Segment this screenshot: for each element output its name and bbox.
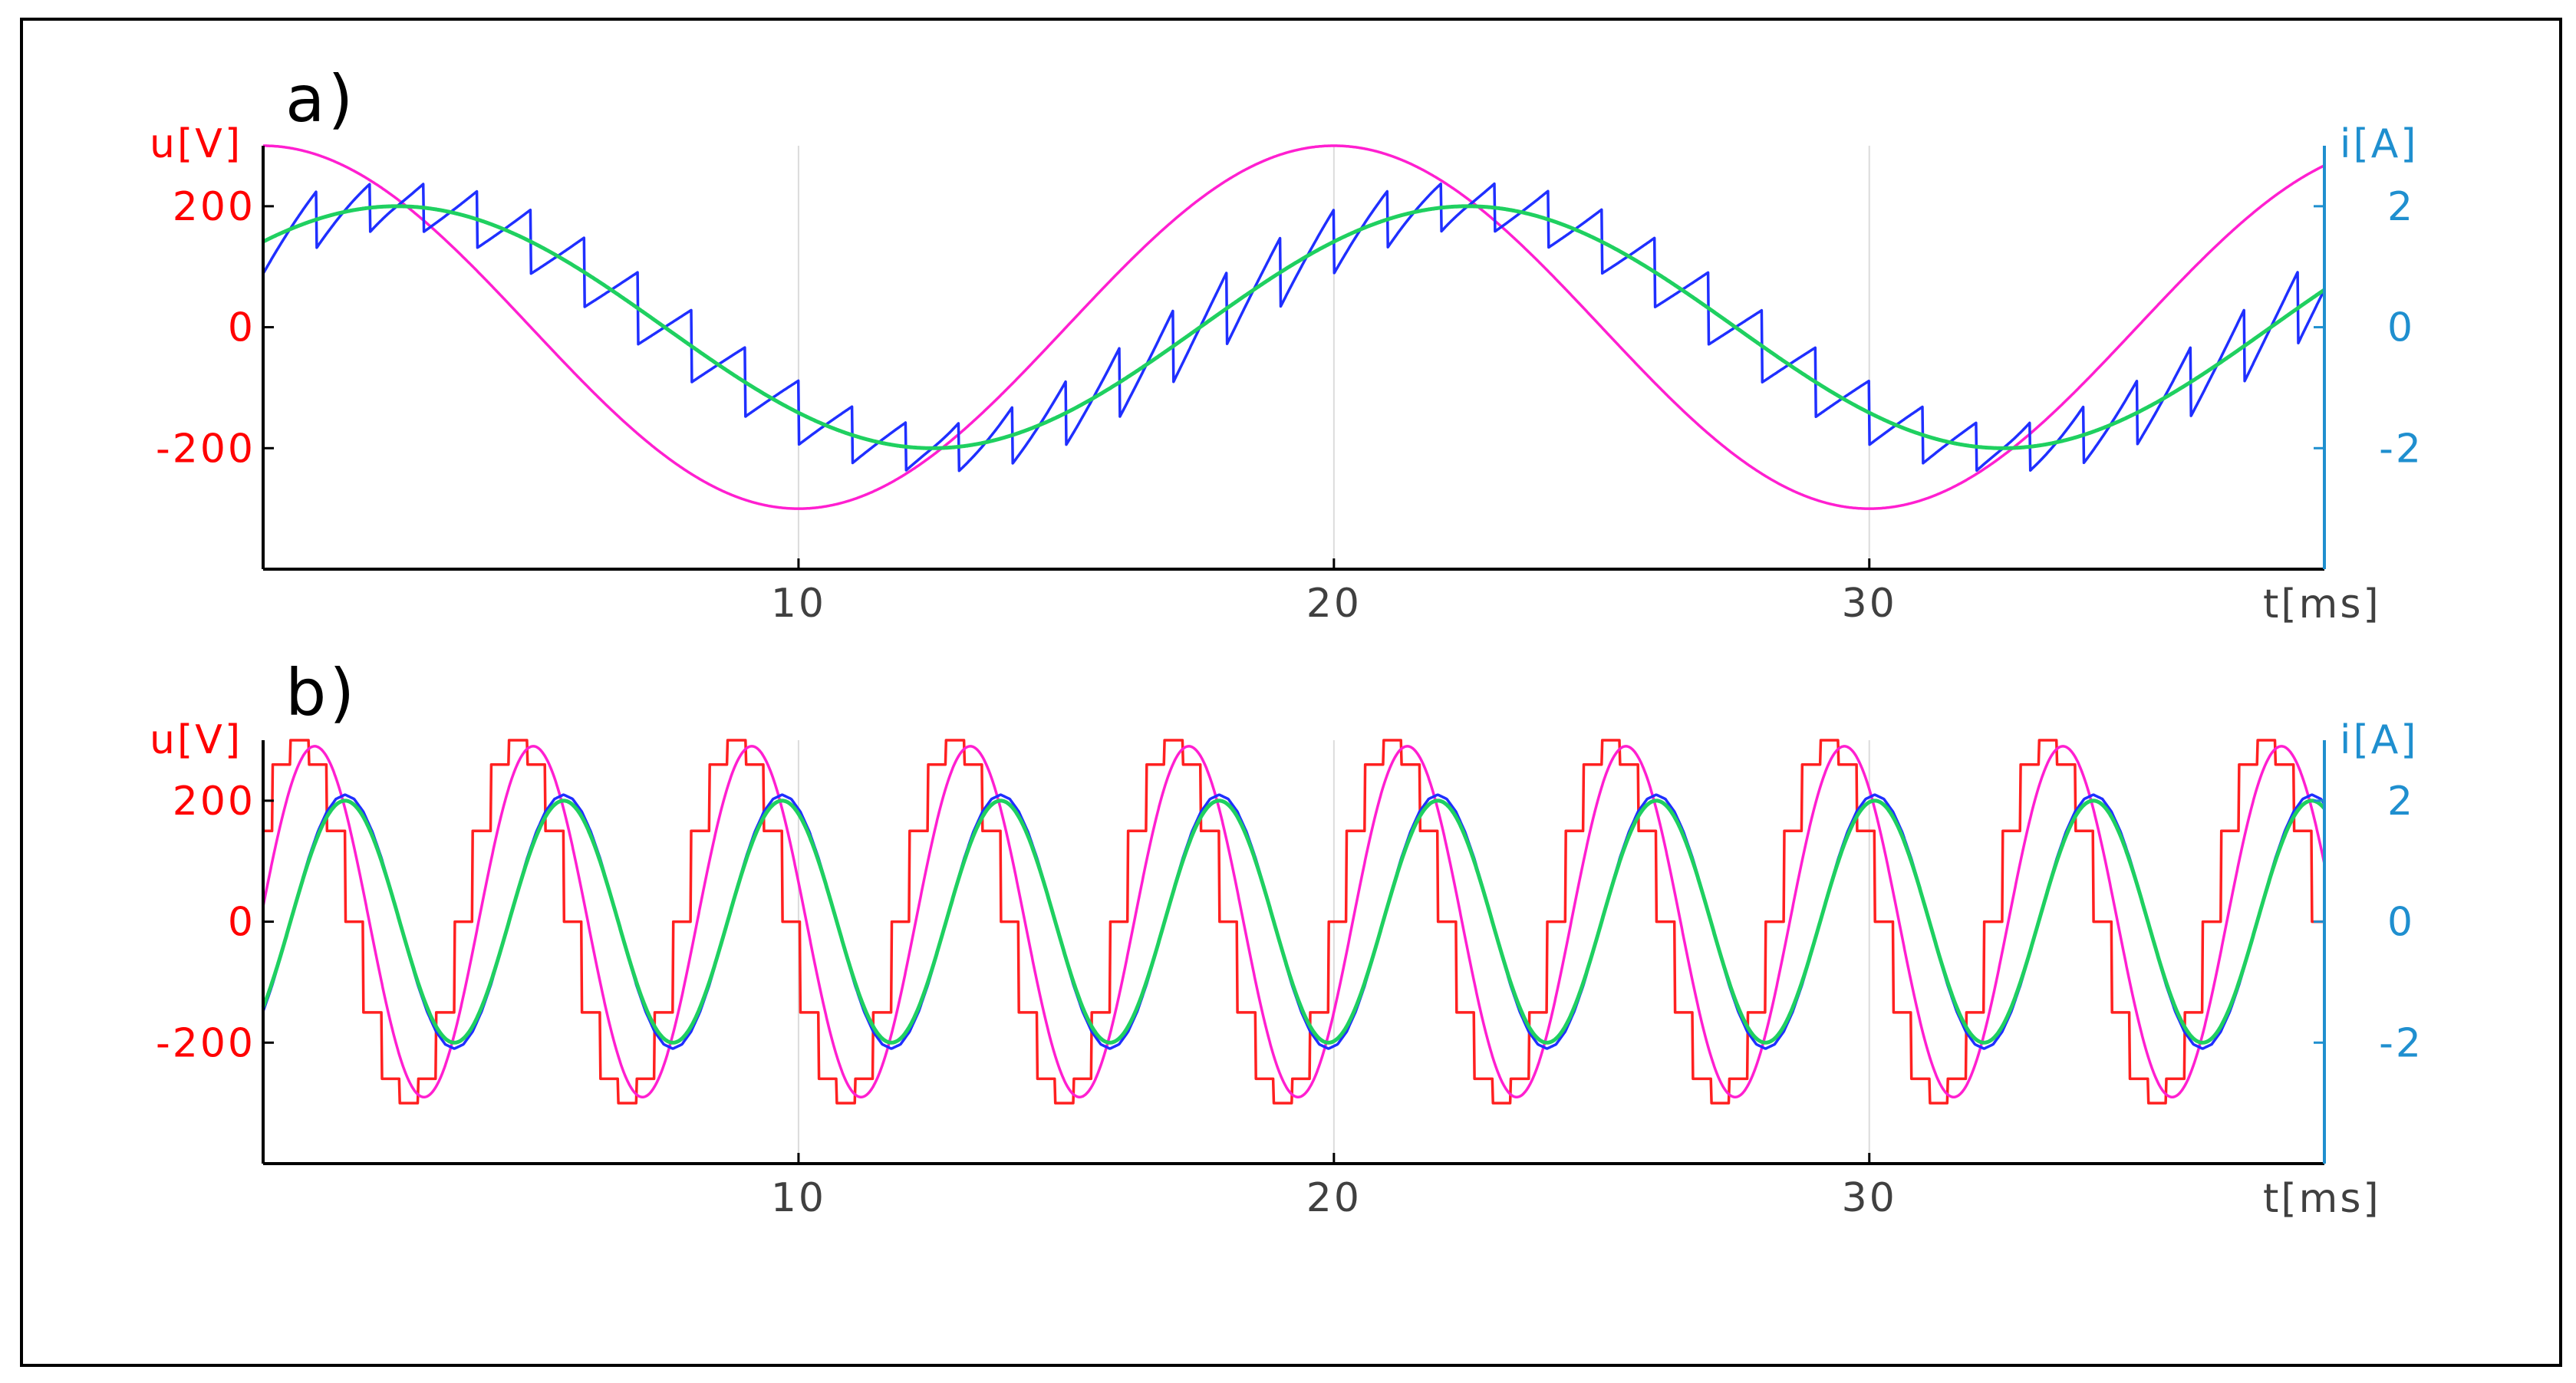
x-tick-label: 10 <box>771 581 826 627</box>
series-i-fundamental <box>261 799 2326 1045</box>
panel-b-voltage-axis-label: u[V] <box>150 717 242 763</box>
panel-b-current-axis-label: i[A] <box>2340 717 2419 763</box>
x-tick-label: 30 <box>1842 581 1897 627</box>
series-u-sine <box>262 144 2325 510</box>
y-left-tick-label: -200 <box>156 426 255 472</box>
x-tick-label: 10 <box>771 1175 826 1221</box>
y-right-tick-label: -2 <box>2379 1020 2423 1066</box>
series-i-fundamental <box>262 204 2326 450</box>
y-left-tick-label: 200 <box>173 779 255 825</box>
panel-a-label: a) <box>285 61 356 137</box>
y-right-tick-label: 2 <box>2387 779 2415 825</box>
panel-a-voltage-axis-label: u[V] <box>150 121 242 167</box>
x-tick-label: 30 <box>1842 1175 1897 1221</box>
y-right-tick-label: -2 <box>2379 426 2423 472</box>
y-right-tick-label: 2 <box>2387 184 2415 230</box>
y-left-tick-label: 200 <box>173 184 255 230</box>
y-right-tick-label: 0 <box>2387 305 2415 351</box>
y-left-tick-label: -200 <box>156 1020 255 1066</box>
x-tick-label: 20 <box>1306 581 1362 627</box>
panel-b-time-axis-label: t[ms] <box>2263 1176 2381 1222</box>
x-tick-label: 20 <box>1306 1175 1362 1221</box>
series-i-ripple <box>262 182 2326 473</box>
series-u-staircase <box>262 739 2325 1105</box>
y-left-tick-label: 0 <box>228 305 255 351</box>
panel-a-time-axis-label: t[ms] <box>2263 581 2381 627</box>
figure-border <box>20 18 2562 1367</box>
panel-a-current-axis-label: i[A] <box>2340 121 2419 167</box>
y-right-tick-label: 0 <box>2387 900 2415 946</box>
y-left-tick-label: 0 <box>228 900 255 946</box>
panel-b-label: b) <box>285 655 357 730</box>
